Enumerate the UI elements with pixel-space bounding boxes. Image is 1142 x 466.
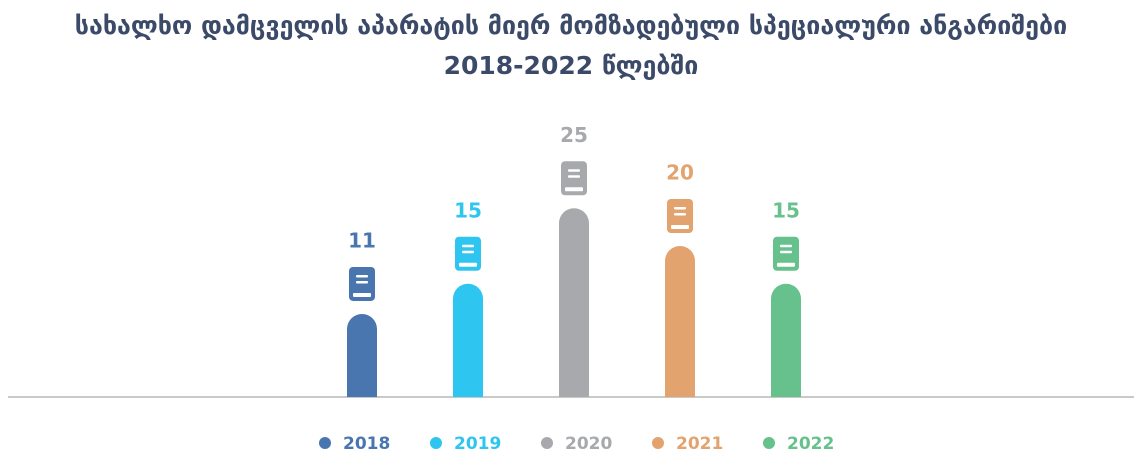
- book-line: [356, 280, 368, 284]
- legend-label: 2020: [565, 434, 612, 454]
- legend-label: 2018: [343, 434, 390, 454]
- book-icon: [455, 236, 481, 271]
- book-icon: [667, 199, 693, 233]
- bar: [347, 313, 377, 397]
- book-cover: [455, 236, 481, 271]
- legend-label: 2019: [454, 434, 501, 454]
- book-line: [462, 250, 474, 254]
- book-pages: [353, 292, 371, 297]
- book-cover: [667, 199, 693, 233]
- legend-dot: [430, 437, 442, 449]
- book-icon: [773, 236, 799, 271]
- bar: [665, 246, 695, 397]
- book-icon: [561, 161, 587, 196]
- value-label: 15: [454, 198, 482, 222]
- book-line: [674, 207, 686, 210]
- legend-dot: [652, 437, 664, 449]
- legend-dot: [319, 437, 331, 449]
- book-line: [674, 213, 686, 216]
- bar: [453, 283, 483, 397]
- legend-label: 2022: [787, 434, 834, 454]
- legend-dot: [763, 437, 775, 449]
- book-line: [568, 169, 580, 172]
- value-label: 15: [772, 198, 800, 222]
- value-label: 20: [666, 161, 694, 185]
- book-pages: [671, 225, 689, 229]
- bar: [559, 208, 589, 397]
- book-icon: [349, 266, 375, 301]
- book-line: [462, 244, 474, 248]
- value-label: 11: [348, 228, 376, 252]
- book-pages: [459, 262, 477, 267]
- book-line: [780, 244, 792, 248]
- book-line: [568, 175, 580, 178]
- book-cover: [773, 236, 799, 271]
- legend-dot: [541, 437, 553, 449]
- book-pages: [777, 262, 795, 267]
- legend-label: 2021: [676, 434, 723, 454]
- book-cover: [561, 161, 587, 196]
- book-line: [780, 250, 792, 254]
- book-pages: [565, 187, 583, 192]
- value-label: 25: [560, 123, 588, 147]
- book-cover: [349, 266, 375, 301]
- book-line: [356, 274, 368, 278]
- bar: [771, 283, 801, 397]
- chart-title: სახალხო დამცველის აპარატის მიერ მომზადებ…: [74, 11, 1068, 80]
